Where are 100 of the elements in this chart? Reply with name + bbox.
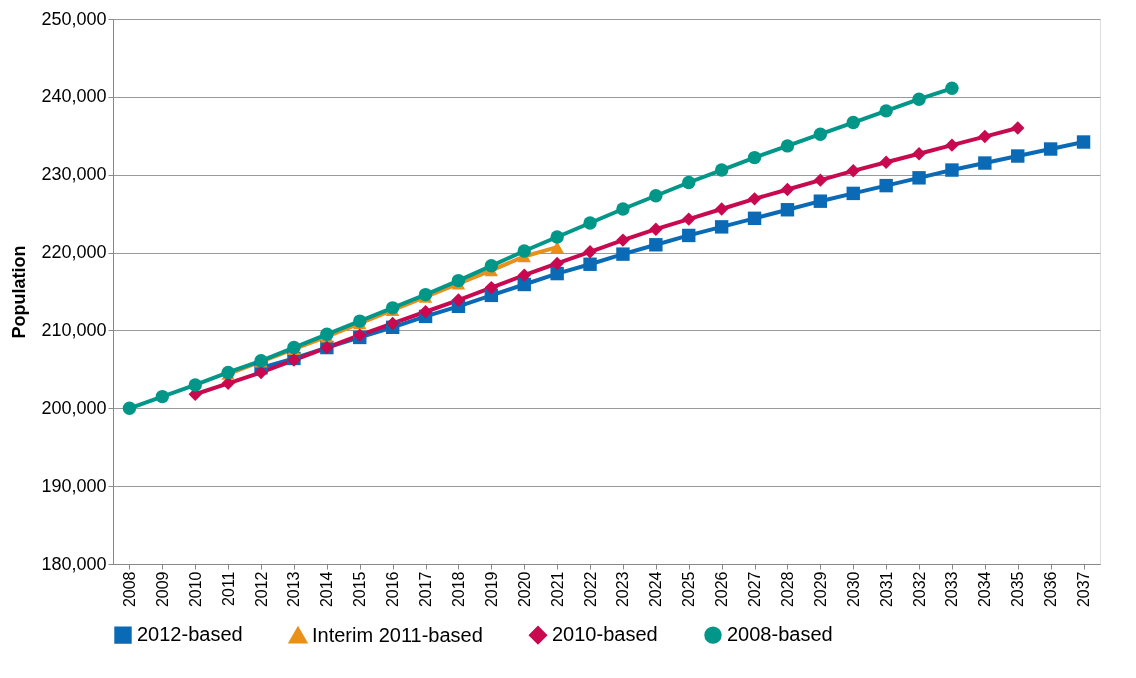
y-tick-label: 230,000 bbox=[41, 164, 107, 185]
x-tick-label: 2031 bbox=[877, 571, 895, 608]
point bbox=[747, 192, 762, 206]
x-tick-label: 2029 bbox=[811, 571, 829, 608]
x-tick-label: 2025 bbox=[680, 571, 698, 608]
point bbox=[517, 268, 531, 282]
x-tick-label: 2030 bbox=[844, 571, 862, 608]
point bbox=[714, 202, 729, 216]
x-tick-label: 2010 bbox=[186, 571, 204, 608]
x-tick-label: 2023 bbox=[614, 571, 632, 608]
x-tick-label: 2024 bbox=[647, 571, 665, 608]
legend-label: 2010-based bbox=[552, 623, 658, 646]
x-tick-label: 2017 bbox=[417, 571, 435, 608]
point bbox=[813, 127, 828, 141]
x-tick-label: 2011 bbox=[219, 571, 237, 606]
point bbox=[1011, 149, 1025, 163]
point bbox=[978, 129, 992, 144]
point bbox=[1011, 121, 1025, 135]
point bbox=[780, 182, 795, 197]
y-tick-label: 210,000 bbox=[41, 319, 107, 340]
y-tick-label: 250,000 bbox=[41, 8, 107, 29]
point bbox=[682, 228, 696, 243]
x-tick-label: 2008 bbox=[120, 571, 138, 608]
x-tick-label: 2033 bbox=[943, 571, 961, 608]
point bbox=[221, 376, 235, 391]
point bbox=[780, 203, 795, 217]
point bbox=[714, 220, 729, 234]
y-tick-label: 220,000 bbox=[41, 242, 107, 263]
point bbox=[780, 139, 795, 153]
x-tick-label: 2014 bbox=[318, 571, 336, 608]
point bbox=[1043, 142, 1058, 156]
x-tick-label: 2022 bbox=[581, 571, 599, 608]
point bbox=[385, 316, 400, 331]
point bbox=[879, 104, 893, 118]
point bbox=[155, 389, 170, 404]
x-tick-label: 2037 bbox=[1075, 571, 1093, 608]
point bbox=[747, 150, 762, 165]
point bbox=[550, 256, 564, 271]
x-tick-label: 2028 bbox=[778, 571, 796, 608]
point bbox=[649, 222, 663, 236]
x-tick-label: 2027 bbox=[746, 571, 764, 608]
x-tick-label: 2026 bbox=[713, 571, 731, 608]
point bbox=[682, 175, 696, 190]
point bbox=[846, 186, 860, 201]
legend-label: Interim 2011-based bbox=[312, 623, 483, 646]
point bbox=[813, 194, 828, 208]
x-tick-label: 2036 bbox=[1042, 571, 1060, 608]
y-tick-label: 200,000 bbox=[41, 397, 107, 418]
point bbox=[945, 163, 959, 177]
point bbox=[912, 171, 926, 185]
point bbox=[714, 163, 729, 177]
x-tick-label: 2016 bbox=[384, 571, 402, 608]
point bbox=[912, 146, 926, 161]
point bbox=[550, 230, 564, 244]
point bbox=[747, 211, 762, 226]
point bbox=[451, 293, 466, 307]
point bbox=[583, 245, 597, 259]
point bbox=[945, 81, 959, 95]
point bbox=[682, 212, 696, 226]
x-tick-label: 2013 bbox=[285, 571, 303, 608]
point bbox=[813, 173, 828, 187]
x-tick-label: 2032 bbox=[910, 571, 928, 608]
point bbox=[912, 92, 926, 106]
point bbox=[418, 305, 433, 319]
point bbox=[188, 378, 202, 392]
point bbox=[517, 244, 531, 258]
x-tick-label: 2012 bbox=[252, 571, 270, 608]
point bbox=[550, 241, 564, 253]
point bbox=[846, 164, 860, 178]
point bbox=[122, 401, 137, 415]
point bbox=[879, 178, 893, 193]
point bbox=[616, 202, 630, 216]
point bbox=[451, 273, 466, 288]
point bbox=[649, 238, 663, 252]
point bbox=[945, 138, 959, 152]
point bbox=[616, 247, 630, 261]
x-tick-label: 2018 bbox=[449, 571, 467, 608]
point bbox=[418, 287, 433, 302]
legend-label: 2008-based bbox=[727, 623, 833, 646]
legend-label: 2012-based bbox=[137, 623, 243, 646]
x-tick-label: 2019 bbox=[482, 571, 500, 608]
point bbox=[649, 189, 663, 203]
x-tick-label: 2035 bbox=[1009, 571, 1027, 608]
y-axis-title: Population bbox=[9, 245, 30, 339]
point bbox=[550, 266, 564, 281]
point bbox=[484, 259, 499, 273]
point bbox=[254, 365, 268, 380]
y-tick-label: 240,000 bbox=[41, 86, 107, 107]
x-tick-label: 2020 bbox=[515, 571, 533, 608]
x-tick-label: 2034 bbox=[976, 571, 994, 608]
x-tick-label: 2015 bbox=[351, 571, 369, 608]
point bbox=[616, 233, 630, 247]
point bbox=[978, 156, 992, 170]
x-tick-label: 2009 bbox=[153, 571, 171, 608]
y-tick-label: 180,000 bbox=[41, 553, 107, 574]
point bbox=[846, 115, 860, 130]
point bbox=[879, 155, 893, 169]
point bbox=[1076, 135, 1091, 149]
y-tick-label: 190,000 bbox=[41, 475, 107, 496]
x-tick-label: 2021 bbox=[548, 571, 566, 608]
